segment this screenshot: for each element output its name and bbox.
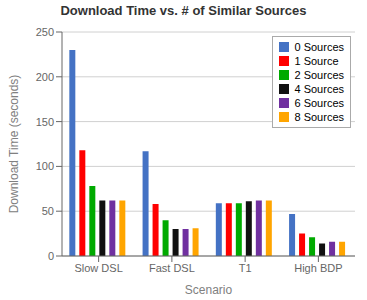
svg-text:150: 150 [36,116,54,128]
html-text:6 Sources: 6 Sources [294,97,344,109]
svg-text:Download Time (seconds): Download Time (seconds) [7,75,21,214]
svg-text:0: 0 [48,250,54,262]
html-text:0 Sources: 0 Sources [294,41,344,53]
svg-text:50: 50 [42,205,54,217]
svg-text:T1: T1 [239,262,252,274]
html-text:1 Source: 1 Source [294,55,339,67]
html-text:Download Time vs. # of Similar: Download Time vs. # of Similar Sources [60,3,307,18]
svg-text:High BDP: High BDP [294,262,342,274]
svg-text:100: 100 [36,160,54,172]
html-text:4 Sources: 4 Sources [294,83,344,95]
svg-text:250: 250 [36,26,54,38]
svg-text:Slow DSL: Slow DSL [74,262,122,274]
svg-text:Scenario: Scenario [185,283,233,297]
html-text:8 Sources: 8 Sources [294,111,344,123]
html-text:2 Sources: 2 Sources [294,69,344,81]
svg-text:Fast DSL: Fast DSL [149,262,195,274]
svg-text:200: 200 [36,71,54,83]
